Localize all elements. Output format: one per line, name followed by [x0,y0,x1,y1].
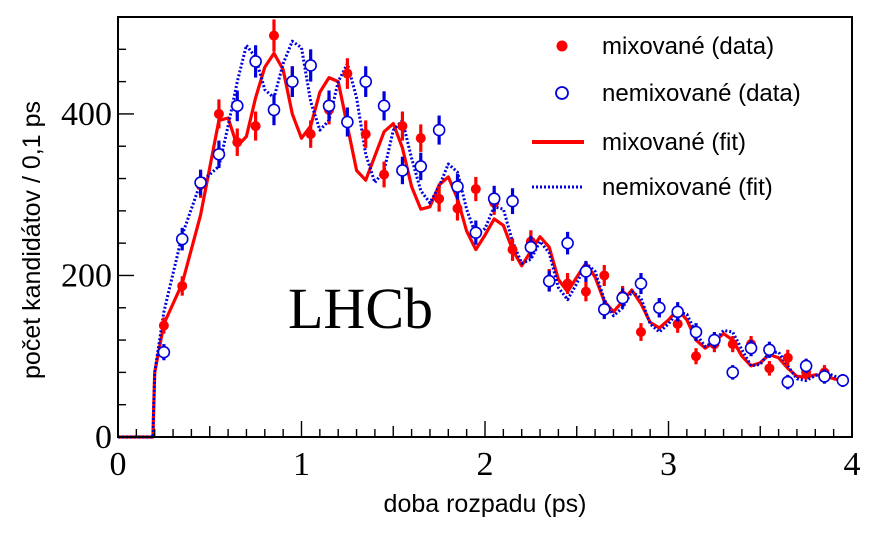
series-0-point [397,121,408,132]
legend-unmixed-data-label: nemixované (data) [602,80,801,107]
series-1-point [506,194,519,208]
series-1-point [249,55,262,68]
x-tick-label: 0 [110,446,127,483]
series-1-point [818,370,831,383]
series-1-point [542,274,556,288]
series-0-point [177,280,188,291]
series-0-point [599,270,610,281]
legend-unmixed-data-marker [555,86,569,100]
series-0-point [691,351,702,362]
series-0-point [434,193,445,204]
series-1-point [708,333,721,347]
series-1-point [653,301,666,315]
series-1-point [799,359,813,373]
series-0-point [452,203,463,214]
series-0-point [782,352,793,363]
y-axis-title: počet kandidátov / 0,1 ps [18,101,46,379]
series-1-point [304,59,317,72]
series-1-point [836,374,850,387]
x-tick-label: 3 [660,446,677,483]
series-1-point [175,232,189,246]
series-1-point [212,148,226,161]
series-line-2 [118,51,844,439]
series-0-point [672,318,683,329]
series-1-point [286,75,299,88]
plot-frame [117,16,853,438]
series-1-point [377,99,391,113]
series-0-point [232,137,243,148]
x-tick-label: 2 [477,446,494,483]
series-1-point [341,115,354,129]
series-0-point [727,339,738,350]
series-1-point [230,99,244,113]
series-0-point [470,184,481,195]
series-1-point [726,366,740,379]
lhcb-annotation: LHCb [288,276,433,341]
series-0-point [562,278,573,289]
series-0-point [305,129,316,140]
legend-mixed-fit-label: mixované (fit) [602,129,746,156]
series-0-point [507,244,518,255]
series-1-point [469,226,483,239]
series-1-point [194,176,207,189]
series-1-point [414,160,428,173]
series-0-point [635,327,646,337]
series-1-point [561,236,574,250]
series-1-point [597,303,611,316]
series-0-point [213,108,224,119]
legend-unmixed-fit-label: nemixované (fit) [602,174,773,201]
series-1-point [451,180,464,193]
y-tick-label: 400 [61,96,112,133]
series-0-point [580,286,591,297]
series-1-point [322,99,336,113]
series-1-point [763,343,776,357]
series-1-point [396,164,409,177]
series-1-point [579,265,593,278]
series-1-point [524,240,538,254]
x-axis-title: doba rozpadu (ps) [384,490,587,518]
series-0-point [764,363,775,374]
series-layer [118,19,850,439]
series-1-point [781,375,795,389]
series-1-point [157,345,171,359]
legend: mixované (data) nemixované (data) mixova… [532,33,801,201]
series-1-point [267,103,281,117]
series-0-point [342,68,353,79]
series-line-3 [118,39,844,439]
series-0-point [360,129,371,140]
series-1-point [487,192,501,206]
series-1-point [744,341,758,355]
series-1-point [634,277,648,290]
series-1-point [689,325,703,339]
series-0-point [379,169,390,180]
series-1-point [616,291,629,305]
series-1-point [671,305,684,319]
series-0-point [250,121,261,132]
series-0-point [158,320,169,331]
legend-mixed-data-label: mixované (data) [602,33,774,60]
axes-layer: 0 1 2 3 4 0 200 400 [61,48,861,483]
series-0-point [415,133,426,144]
series-1-point [432,123,446,137]
x-tick-label: 4 [844,446,861,483]
legend-mixed-data-marker [556,40,568,52]
x-tick-label: 1 [293,446,310,483]
y-tick-label: 200 [61,257,112,294]
y-tick-label: 0 [95,419,112,456]
series-0-point [268,30,279,41]
series-1-point [359,75,373,88]
